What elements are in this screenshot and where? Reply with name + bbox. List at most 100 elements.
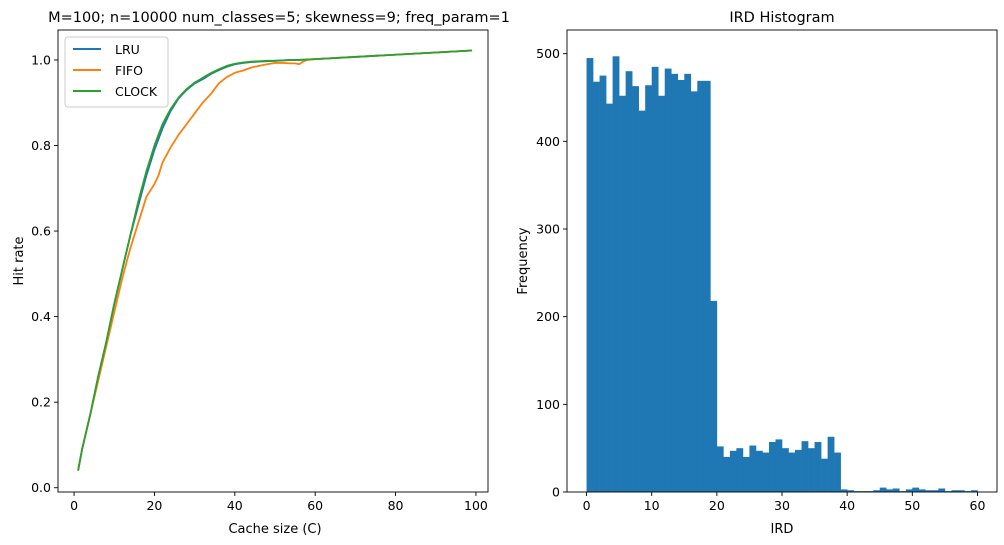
histogram-bar — [586, 58, 594, 493]
x-tick-label: 10 — [644, 498, 660, 513]
x-tick-label: 0 — [70, 498, 78, 513]
hit-rate-y-axis-label: Hit rate — [12, 236, 27, 285]
y-tick-label: 200 — [536, 309, 560, 324]
histogram-bar — [593, 81, 600, 492]
histogram-bar — [834, 452, 841, 492]
x-tick-label: 40 — [227, 498, 243, 513]
histogram-bar — [716, 446, 724, 492]
x-tick-label: 60 — [970, 498, 986, 513]
ird-histogram-x-axis-label: IRD — [771, 522, 794, 537]
x-tick-label: 20 — [709, 498, 725, 513]
histogram-bar — [677, 79, 685, 492]
histogram-bar — [606, 103, 613, 492]
histogram-bar — [684, 73, 692, 492]
histogram-bar — [892, 488, 900, 492]
histogram-bar — [710, 300, 718, 492]
histogram-bar — [599, 75, 607, 492]
y-tick-label: 0.2 — [31, 395, 51, 410]
histogram-bar — [775, 439, 783, 492]
x-tick-label: 40 — [839, 498, 855, 513]
series-line-clock — [77, 49, 472, 471]
hit-rate-chart: M=100; n=10000 num_classes=5; skewness=9… — [12, 10, 510, 537]
histogram-bar — [612, 56, 620, 493]
histogram-bar — [970, 490, 978, 492]
hit-rate-plot-area — [77, 49, 472, 471]
ird-histogram-title: IRD Histogram — [729, 10, 834, 26]
hit-rate-y-ticks: 0.0 0.2 0.4 0.6 0.8 1.0 — [31, 52, 58, 495]
y-tick-label: 0.0 — [31, 480, 51, 495]
legend-frame — [64, 36, 169, 108]
hit-rate-legend: LRU FIFO CLOCK — [64, 36, 169, 108]
histogram-bar — [664, 68, 672, 492]
ird-histogram-x-ticks: 0 10 20 30 40 50 60 — [583, 492, 986, 513]
histogram-bar — [782, 448, 789, 492]
histogram-bar — [729, 450, 737, 492]
histogram-bar — [651, 66, 659, 492]
histogram-bar — [638, 110, 646, 493]
hit-rate-axes-frame — [57, 29, 489, 493]
histogram-bar — [957, 490, 965, 492]
histogram-bar — [619, 95, 626, 492]
histogram-bar — [821, 458, 828, 492]
x-tick-label: 100 — [464, 498, 488, 513]
histogram-bar — [814, 442, 822, 492]
histogram-bar — [742, 456, 750, 492]
histogram-bar — [671, 73, 679, 492]
legend-label-fifo: FIFO — [115, 63, 143, 78]
y-tick-label: 100 — [536, 397, 560, 412]
histogram-bar — [736, 448, 744, 492]
histogram-bar — [632, 86, 639, 493]
histogram-bar — [925, 490, 933, 492]
histogram-bar — [703, 80, 711, 492]
histogram-bar — [749, 445, 757, 492]
y-tick-label: 400 — [536, 134, 560, 149]
histogram-bar — [762, 452, 770, 492]
histogram-bar — [905, 489, 913, 492]
x-tick-label: 60 — [307, 498, 323, 513]
x-tick-label: 50 — [904, 498, 920, 513]
hit-rate-x-axis-label: Cache size (C) — [228, 522, 321, 537]
histogram-bar — [873, 490, 881, 492]
x-tick-label: 80 — [388, 498, 404, 513]
x-tick-label: 0 — [583, 498, 591, 513]
histogram-bar — [840, 489, 848, 492]
x-tick-label: 20 — [146, 498, 162, 513]
ird-histogram-y-ticks: 0 100 200 300 400 500 — [536, 46, 567, 500]
y-tick-label: 0.4 — [31, 309, 51, 324]
ird-histogram-plot-area — [586, 56, 978, 493]
y-tick-label: 300 — [536, 222, 560, 237]
hit-rate-chart-title: M=100; n=10000 num_classes=5; skewness=9… — [48, 10, 510, 26]
histogram-bar — [931, 490, 939, 492]
y-tick-label: 0.6 — [31, 224, 51, 239]
histogram-bar — [658, 95, 666, 492]
histogram-bar — [795, 449, 802, 492]
histogram-bar — [645, 85, 652, 492]
histogram-bar — [951, 490, 959, 492]
histogram-bar — [912, 487, 920, 492]
series-line-fifo — [77, 49, 472, 471]
x-tick-label: 30 — [774, 498, 790, 513]
histogram-bar — [625, 71, 633, 492]
histogram-bar — [918, 489, 926, 492]
histogram-bar — [827, 436, 835, 492]
histogram-bar — [697, 80, 705, 492]
histogram-bar — [768, 442, 776, 492]
histogram-bar — [723, 456, 731, 492]
ird-histogram-chart: IRD Histogram 0 10 20 30 40 50 60 0 100 200 300 40… — [516, 10, 998, 537]
histogram-bar — [938, 488, 946, 492]
histogram-bar — [690, 91, 698, 493]
y-tick-label: 0 — [552, 485, 560, 500]
histogram-bar — [847, 490, 854, 492]
y-tick-label: 1.0 — [31, 52, 51, 67]
legend-label-clock: CLOCK — [115, 84, 158, 99]
histogram-bar — [801, 441, 809, 492]
hit-rate-x-ticks: 0 20 40 60 80 100 — [70, 492, 488, 513]
histogram-bar — [879, 487, 887, 492]
histogram-bar — [788, 452, 796, 492]
ird-histogram-y-axis-label: Frequency — [516, 227, 531, 294]
histogram-bar — [808, 448, 815, 492]
legend-label-lru: LRU — [115, 42, 140, 57]
histogram-bar — [886, 489, 894, 492]
y-tick-label: 500 — [536, 46, 560, 61]
